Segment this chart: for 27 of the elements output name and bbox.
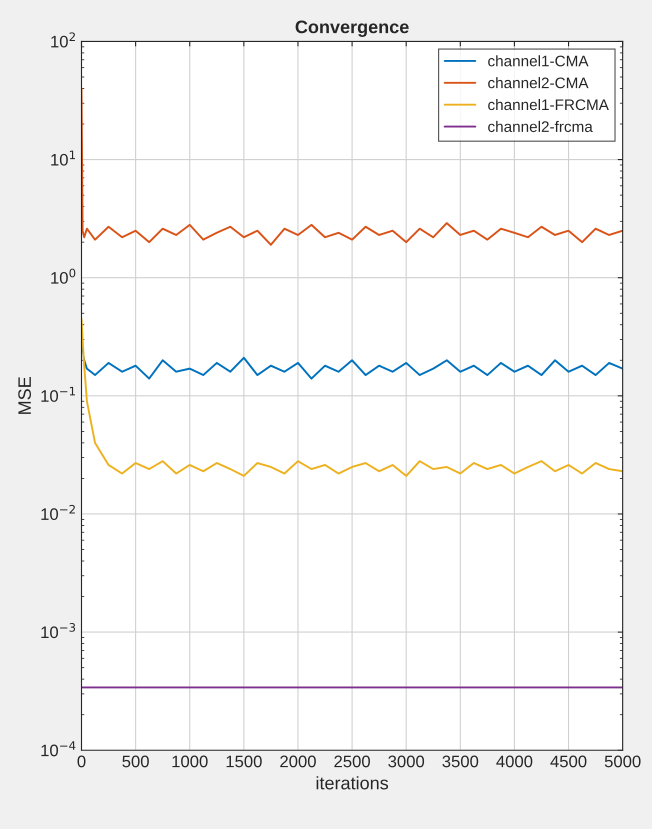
y-axis-title: MSE xyxy=(18,377,32,414)
x-tick-label: 500 xyxy=(122,756,149,768)
line-series xyxy=(82,87,623,246)
x-tick-label: 3000 xyxy=(388,756,424,768)
y-tick-label: 10$^{1}$ xyxy=(51,150,76,166)
x-tick-label: 1500 xyxy=(226,756,262,768)
y-tick-label: 10$^{−1}$ xyxy=(41,386,75,402)
chart-title: Convergence xyxy=(296,20,409,37)
x-axis-title: iterations xyxy=(316,776,388,790)
legend-label: channel1-FRCMA xyxy=(488,98,609,110)
line-series xyxy=(82,318,623,477)
y-tick-label: 10$^{0}$ xyxy=(51,268,76,284)
y-tick-label: 10$^{−2}$ xyxy=(41,504,75,520)
x-tick-label: 3500 xyxy=(442,756,478,768)
legend-label: channel2-CMA xyxy=(488,77,589,88)
legend-label: channel1-CMA xyxy=(488,55,589,66)
x-tick-label: 2000 xyxy=(280,756,316,768)
y-tick-label: 10$^{2}$ xyxy=(51,32,75,48)
x-tick-label: 1000 xyxy=(172,756,208,768)
y-tick-label: 10$^{−4}$ xyxy=(41,741,76,756)
x-tick-label: 4500 xyxy=(550,756,586,768)
x-tick-label: 4000 xyxy=(496,756,532,768)
x-tick-label: 5000 xyxy=(604,756,641,768)
x-tick-label: 0 xyxy=(78,756,86,768)
y-tick-label: 10$^{−3}$ xyxy=(41,622,76,638)
legend-label: channel2-frcma xyxy=(488,120,593,132)
x-tick-label: 2500 xyxy=(334,756,370,768)
